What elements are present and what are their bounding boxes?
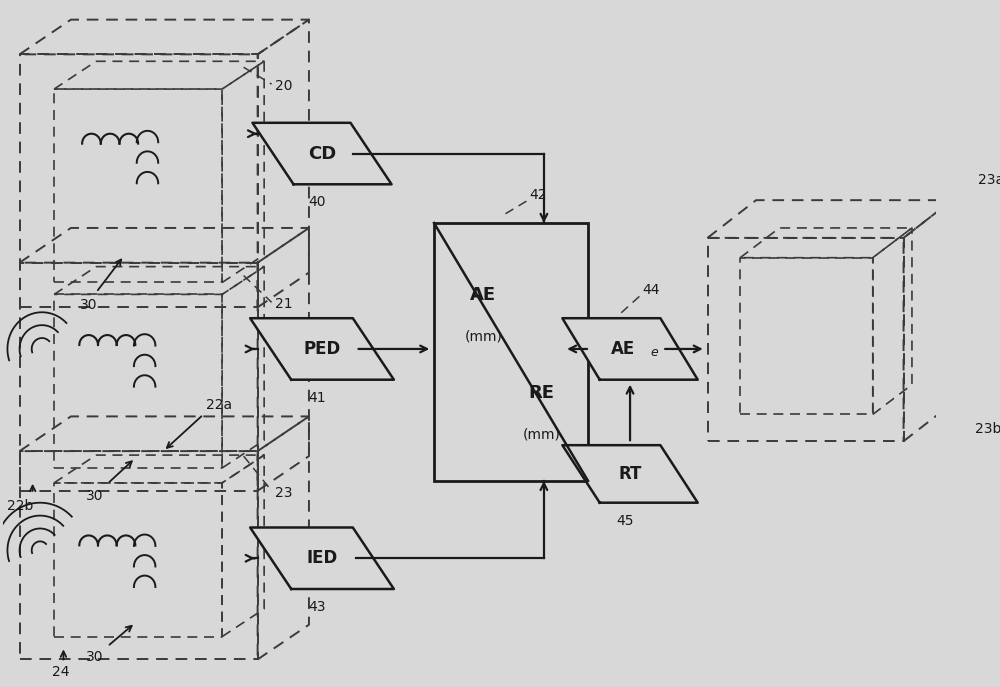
Text: 30: 30	[86, 651, 103, 664]
Text: 21: 21	[275, 297, 293, 311]
Polygon shape	[562, 318, 698, 380]
Text: AE: AE	[611, 340, 636, 358]
Text: 30: 30	[80, 298, 97, 313]
Text: AE: AE	[470, 286, 496, 304]
Text: 42: 42	[530, 188, 547, 202]
Text: e: e	[651, 346, 658, 359]
Text: RT: RT	[618, 465, 642, 483]
Text: PED: PED	[303, 340, 341, 358]
Text: 20: 20	[275, 79, 293, 93]
Polygon shape	[250, 318, 394, 380]
Polygon shape	[252, 123, 392, 184]
Text: 23: 23	[275, 486, 293, 499]
Text: 41: 41	[309, 390, 326, 405]
Text: (mm): (mm)	[464, 330, 502, 344]
Text: 40: 40	[309, 195, 326, 209]
Text: 44: 44	[642, 284, 660, 297]
Text: 43: 43	[309, 600, 326, 614]
Text: 45: 45	[617, 514, 634, 528]
Text: IED: IED	[306, 549, 338, 567]
Text: 22b: 22b	[7, 499, 34, 513]
Text: 24: 24	[52, 665, 69, 679]
Text: (mm): (mm)	[523, 427, 561, 442]
Text: 22a: 22a	[206, 398, 232, 412]
Bar	[434, 223, 588, 481]
Text: RE: RE	[529, 384, 555, 402]
Polygon shape	[562, 445, 698, 503]
Text: 23a: 23a	[978, 173, 1000, 188]
Polygon shape	[250, 528, 394, 589]
Text: CD: CD	[308, 144, 336, 163]
Text: 30: 30	[86, 488, 103, 503]
Text: 23b: 23b	[975, 423, 1000, 436]
